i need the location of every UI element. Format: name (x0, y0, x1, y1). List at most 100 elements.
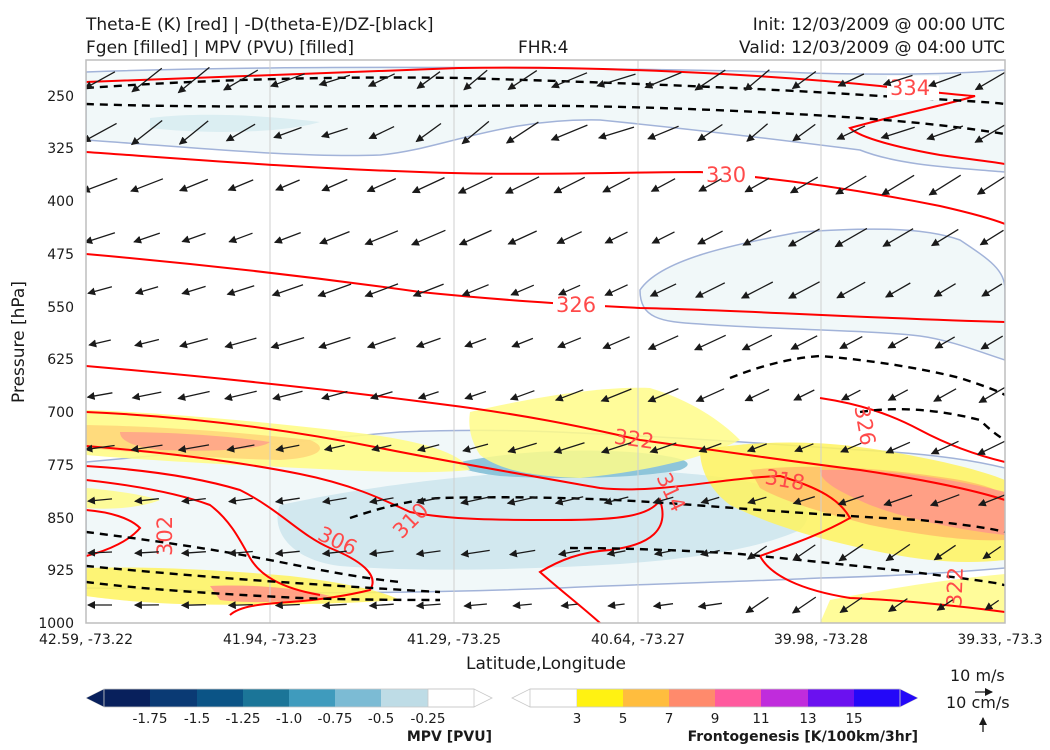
wind-vector (837, 73, 865, 87)
x-tick-3: 40.64, -73.27 (591, 632, 685, 648)
wind-vector (607, 601, 625, 610)
wind-vector (744, 177, 770, 193)
mpv-tick-2: -1.25 (226, 711, 261, 727)
theta-e-310 (86, 465, 374, 616)
wind-vector (274, 549, 300, 557)
wind-vector (131, 67, 163, 93)
wind-vector (415, 122, 442, 143)
y-tick-250: 250 (47, 89, 74, 105)
wind-vector (792, 495, 815, 506)
wind-vector (134, 286, 159, 296)
theta-e-318 (86, 411, 1005, 613)
theta-e-326b (819, 397, 1005, 463)
wind-vector (507, 70, 538, 90)
theta-e-302 (86, 509, 142, 557)
wind-vector (272, 390, 303, 401)
wind-vector (134, 338, 160, 348)
y-tick-1000: 1000 (38, 616, 74, 632)
wind-vector (368, 549, 394, 558)
wind-vector (178, 178, 209, 192)
fgen-colorbar-title: Frontogenesis [K/100km/3hr] (688, 729, 918, 745)
wind-vector (881, 174, 915, 196)
wind-vector (652, 601, 674, 610)
mpv-tick-0: -1.75 (133, 711, 168, 727)
wind-vector (836, 281, 866, 299)
wind-vector (835, 175, 867, 195)
wind-vector (649, 283, 677, 297)
wind-vector (86, 232, 116, 244)
wind-vector (979, 229, 1004, 246)
theta-e-322a (86, 365, 1005, 501)
mpv-colorbar: -1.75 -1.5 -1.25 -1.0 -0.75 -0.5 -0.25 M… (85, 688, 493, 745)
wind-vector (695, 388, 725, 402)
wind-vector (697, 123, 723, 142)
wind-vector (274, 601, 300, 610)
mpv-tick-6: -0.25 (411, 711, 446, 727)
wind-vector (86, 122, 117, 143)
wind-vector (697, 601, 722, 610)
wind-vector (460, 549, 490, 558)
wind-vector (227, 179, 254, 192)
wind-vector (698, 442, 722, 453)
wind-vector (224, 337, 257, 349)
fgen-tick-1: 5 (619, 711, 628, 727)
wind-vector (557, 549, 581, 558)
wind-vector (596, 73, 636, 88)
wind-vector (883, 494, 913, 507)
wind-vector (177, 444, 210, 453)
wind-vector (693, 334, 726, 351)
mpv-tick-1: -1.5 (184, 711, 210, 727)
wind-vector (319, 230, 350, 245)
wind-vector (839, 336, 863, 349)
wind-vector (415, 497, 441, 505)
wind-vector (511, 337, 534, 348)
fgen-region-right-core (820, 469, 1005, 535)
valid-time: Valid: 12/03/2009 @ 04:00 UTC (739, 38, 1005, 58)
wind-vector (930, 440, 959, 455)
wind-vector (606, 548, 626, 557)
x-grid (269, 60, 822, 623)
wind-vector (321, 390, 348, 401)
mpv-region-mid (639, 228, 1005, 361)
wind-vector (133, 232, 161, 244)
wind-vector (368, 601, 394, 610)
wind-vector (974, 124, 1005, 143)
wind-vector (226, 444, 255, 453)
wind-vector (926, 125, 964, 141)
wind-vector (227, 548, 253, 557)
ref-horizontal-label: 10 m/s (950, 666, 1005, 685)
y-tick-775: 775 (47, 458, 74, 474)
wind-vector (508, 549, 536, 558)
wind-vector (553, 442, 585, 454)
wind-vector (744, 69, 770, 91)
wind-vector (271, 284, 304, 297)
wind-vector (933, 388, 957, 402)
wind-vector (647, 335, 679, 350)
wind-vector (415, 601, 441, 610)
mpv-colorbar-title: MPV [PVU] (407, 729, 492, 745)
y-tick-475: 475 (47, 247, 74, 263)
wind-vector (317, 283, 352, 298)
wind-vector (885, 441, 911, 454)
wind-vector (977, 494, 1005, 507)
wind-vector (416, 71, 441, 89)
wind-vector (368, 496, 394, 505)
label-302: 302 (153, 516, 177, 556)
theta-e-330 (86, 151, 1005, 225)
wind-vector (130, 444, 163, 453)
wind-vector (177, 390, 210, 401)
y-tick-700: 700 (47, 405, 74, 421)
wind-vector (130, 178, 164, 193)
ref-vertical-label: 10 cm/s (946, 693, 1010, 712)
wind-vector (600, 442, 632, 454)
y-tick-400: 400 (47, 194, 74, 210)
wind-vector (318, 74, 351, 87)
wind-vector (697, 230, 723, 245)
wind-vector (134, 496, 159, 505)
wind-vector (364, 283, 399, 298)
wind-vector (364, 230, 399, 246)
wind-vector (604, 231, 628, 244)
label-334: 334 (890, 76, 930, 100)
theta-e-314 (86, 445, 664, 623)
